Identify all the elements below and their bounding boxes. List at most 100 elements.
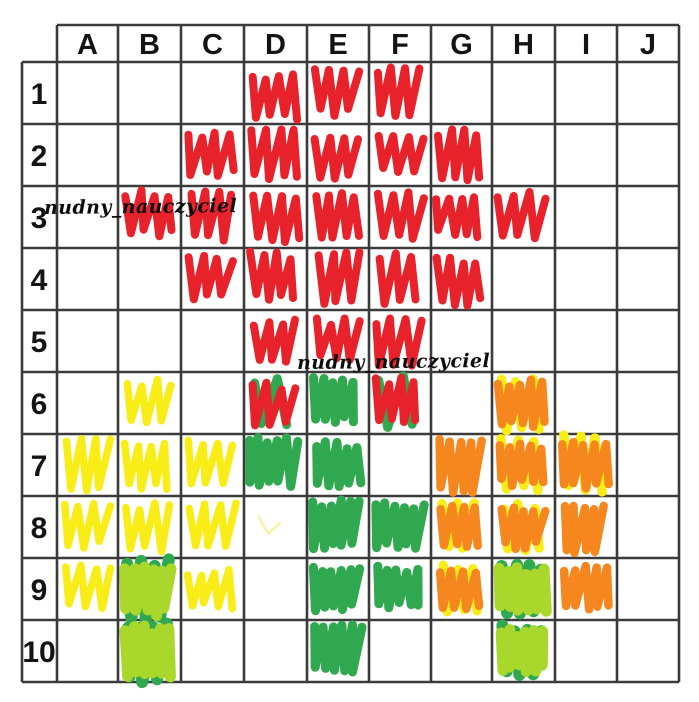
cell-E2[interactable] [307, 124, 369, 186]
cell-A1[interactable] [57, 62, 118, 124]
cell-E9[interactable] [307, 558, 369, 620]
cell-C1[interactable] [181, 62, 244, 124]
cell-E6[interactable] [307, 372, 369, 434]
scribble-G2 [434, 125, 484, 185]
cell-J9[interactable] [617, 558, 679, 620]
cell-H2[interactable] [492, 124, 555, 186]
cell-J7[interactable] [617, 434, 679, 496]
cell-H4[interactable] [492, 248, 555, 310]
cell-D7[interactable] [244, 434, 307, 496]
cell-A7[interactable] [57, 434, 118, 496]
cell-F10[interactable] [369, 620, 431, 682]
cell-J8[interactable] [617, 496, 679, 558]
cell-F1[interactable] [369, 62, 431, 124]
cell-D4[interactable] [244, 248, 307, 310]
cell-H1[interactable] [492, 62, 555, 124]
cell-C10[interactable] [181, 620, 244, 682]
cell-I10[interactable] [555, 620, 617, 682]
cell-G1[interactable] [431, 62, 492, 124]
cell-D1[interactable] [244, 62, 307, 124]
cell-B4[interactable] [118, 248, 181, 310]
cell-E10[interactable] [307, 620, 369, 682]
cell-H7[interactable] [492, 434, 555, 496]
cell-D2[interactable] [244, 124, 307, 186]
cell-I2[interactable] [555, 124, 617, 186]
cell-D9[interactable] [244, 558, 307, 620]
cell-C6[interactable] [181, 372, 244, 434]
cell-A4[interactable] [57, 248, 118, 310]
cell-D3[interactable] [244, 186, 307, 248]
row-label-3: 3 [31, 202, 48, 235]
cell-H5[interactable] [492, 310, 555, 372]
cell-F4[interactable] [369, 248, 431, 310]
cell-I1[interactable] [555, 62, 617, 124]
cell-G4[interactable] [431, 248, 492, 310]
column-header-G: G [450, 29, 473, 61]
cell-D10[interactable] [244, 620, 307, 682]
cell-C2[interactable] [181, 124, 244, 186]
cell-B2[interactable] [118, 124, 181, 186]
scribble-E4 [314, 248, 364, 308]
cell-H10[interactable] [492, 620, 555, 682]
scribble-D1 [248, 70, 302, 124]
cell-F7[interactable] [369, 434, 431, 496]
cell-F3[interactable] [369, 186, 431, 248]
cell-G2[interactable] [431, 124, 492, 186]
cell-J5[interactable] [617, 310, 679, 372]
cell-D8[interactable] [244, 496, 307, 558]
cell-C7[interactable] [181, 434, 244, 496]
cell-B8[interactable] [118, 496, 181, 558]
cell-I9[interactable] [555, 558, 617, 620]
cell-F8[interactable] [369, 496, 431, 558]
cell-B9[interactable] [118, 558, 181, 620]
cell-I8[interactable] [555, 496, 617, 558]
cell-I3[interactable] [555, 186, 617, 248]
cell-A5[interactable] [57, 310, 118, 372]
cell-F2[interactable] [369, 124, 431, 186]
cell-I6[interactable] [555, 372, 617, 434]
cell-G6[interactable] [431, 372, 492, 434]
cell-B6[interactable] [118, 372, 181, 434]
cell-F9[interactable] [369, 558, 431, 620]
cell-G3[interactable] [431, 186, 492, 248]
cell-C4[interactable] [181, 248, 244, 310]
scribble-D5 [249, 315, 299, 366]
cell-J6[interactable] [617, 372, 679, 434]
cell-E8[interactable] [307, 496, 369, 558]
cell-J2[interactable] [617, 124, 679, 186]
cell-G10[interactable] [431, 620, 492, 682]
cell-I4[interactable] [555, 248, 617, 310]
cell-H3[interactable] [492, 186, 555, 248]
scribble-I9 [559, 561, 613, 614]
cell-A2[interactable] [57, 124, 118, 186]
cell-F6[interactable] [369, 372, 431, 434]
cell-A10[interactable] [57, 620, 118, 682]
cell-B7[interactable] [118, 434, 181, 496]
cell-C8[interactable] [181, 496, 244, 558]
cell-C5[interactable] [181, 310, 244, 372]
cell-G8[interactable] [431, 496, 492, 558]
cell-A9[interactable] [57, 558, 118, 620]
cell-G7[interactable] [431, 434, 492, 496]
cell-E1[interactable] [307, 62, 369, 124]
cell-J10[interactable] [617, 620, 679, 682]
cell-C9[interactable] [181, 558, 244, 620]
cell-J3[interactable] [617, 186, 679, 248]
cell-E7[interactable] [307, 434, 369, 496]
cell-B10[interactable] [118, 620, 181, 682]
cell-H6[interactable] [492, 372, 555, 434]
cell-J4[interactable] [617, 248, 679, 310]
cell-H9[interactable] [492, 558, 555, 620]
cell-H8[interactable] [492, 496, 555, 558]
cell-D6[interactable] [244, 372, 307, 434]
cell-E3[interactable] [307, 186, 369, 248]
cell-B1[interactable] [118, 62, 181, 124]
cell-I5[interactable] [555, 310, 617, 372]
cell-E4[interactable] [307, 248, 369, 310]
cell-A6[interactable] [57, 372, 118, 434]
cell-G9[interactable] [431, 558, 492, 620]
cell-A8[interactable] [57, 496, 118, 558]
cell-B5[interactable] [118, 310, 181, 372]
cell-I7[interactable] [555, 434, 617, 496]
cell-J1[interactable] [617, 62, 679, 124]
